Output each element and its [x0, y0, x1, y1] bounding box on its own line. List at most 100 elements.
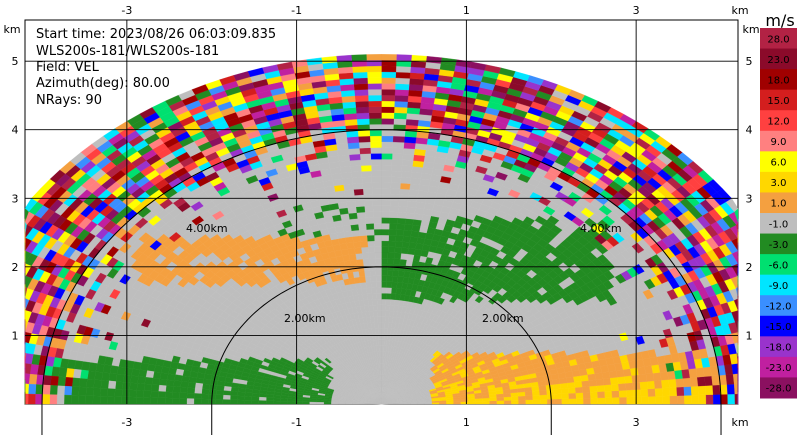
velocity-bin [354, 89, 368, 95]
velocity-bin [406, 260, 413, 267]
velocity-bin [382, 142, 393, 148]
velocity-bin [412, 225, 421, 232]
velocity-bin [568, 388, 576, 394]
velocity-bin [341, 219, 350, 226]
velocity-bin [355, 101, 368, 107]
velocity-bin [397, 277, 403, 283]
velocity-bin [382, 235, 389, 241]
velocity-bin [341, 90, 355, 97]
velocity-bin [669, 387, 677, 396]
velocity-bin [407, 108, 420, 115]
velocity-bin [401, 248, 409, 254]
velocity-bin [295, 399, 302, 402]
velocity-bin [302, 400, 309, 403]
velocity-bin [684, 395, 691, 404]
velocity-bin [358, 224, 366, 230]
velocity-bin [146, 371, 154, 378]
velocity-bin [388, 323, 392, 329]
velocity-bin [160, 373, 168, 380]
velocity-bin [360, 403, 367, 404]
velocity-bin [379, 346, 382, 352]
velocity-bin [359, 148, 370, 154]
velocity-bin [377, 299, 382, 305]
velocity-bin [475, 401, 482, 404]
velocity-bin [389, 218, 397, 224]
velocity-bin [395, 241, 403, 247]
velocity-bin [734, 384, 738, 394]
velocity-bin [712, 375, 720, 385]
velocity-bin [370, 270, 376, 276]
velocity-bin [398, 271, 405, 277]
velocity-bin [224, 386, 232, 391]
velocity-bin [350, 160, 361, 167]
velocity-bin [390, 212, 399, 218]
velocity-bin [408, 96, 422, 103]
velocity-bin [539, 390, 547, 395]
velocity-bin [367, 235, 375, 241]
velocity-bin [399, 201, 408, 207]
velocity-bin [374, 241, 381, 247]
velocity-bin [582, 381, 590, 387]
velocity-bin [569, 399, 576, 405]
velocity-bin [574, 381, 582, 387]
velocity-bin [342, 96, 356, 103]
velocity-bin [115, 397, 122, 405]
velocity-bin [151, 398, 158, 405]
velocity-bin [385, 317, 389, 323]
velocity-bin [57, 386, 65, 395]
velocity-bin [397, 218, 406, 224]
velocity-bin [43, 385, 51, 395]
velocity-bin [130, 383, 138, 391]
velocity-bin [167, 374, 175, 381]
velocity-bin [377, 305, 381, 311]
velocity-bin [382, 223, 390, 229]
velocity-bin [382, 352, 384, 358]
velocity-bin [400, 189, 410, 195]
velocity-bin [136, 390, 144, 397]
velocity-bin [662, 388, 670, 396]
velocity-bin [116, 374, 124, 382]
velocity-bin [639, 374, 647, 382]
velocity-bin [382, 287, 387, 293]
velocity-bin [411, 231, 420, 238]
velocity-bin [238, 388, 246, 393]
velocity-bin [115, 389, 123, 397]
velocity-bin [237, 400, 244, 404]
velocity-bin [273, 401, 280, 404]
velocity-bin [391, 288, 397, 294]
velocity-bin [382, 322, 386, 328]
velocity-bin [368, 95, 381, 101]
velocity-bin [195, 383, 203, 389]
velocity-bin [382, 206, 391, 212]
velocity-bin [682, 369, 690, 378]
velocity-bin [490, 398, 497, 401]
velocity-bin [382, 276, 388, 282]
velocity-bin [86, 396, 93, 404]
velocity-bin [102, 372, 110, 380]
velocity-bin [648, 389, 656, 397]
velocity-bin [370, 136, 382, 142]
velocity-bin [669, 379, 677, 388]
velocity-bin [203, 379, 211, 385]
velocity-bin [324, 402, 331, 404]
velocity-bin [364, 206, 373, 212]
velocity-bin [369, 107, 382, 113]
velocity-bin [295, 402, 302, 404]
velocity-bin [373, 305, 378, 311]
velocity-bin [382, 270, 388, 276]
velocity-bin [595, 373, 603, 380]
velocity-bin [64, 386, 72, 395]
velocity-bin [390, 299, 395, 305]
velocity-bin [366, 282, 372, 288]
velocity-bin [367, 241, 374, 247]
velocity-bin [385, 311, 389, 317]
velocity-bin [378, 311, 382, 317]
velocity-bin [71, 395, 78, 404]
velocity-bin [611, 384, 619, 391]
velocity-bin [352, 236, 360, 243]
velocity-bin [137, 383, 145, 390]
velocity-bin [409, 84, 423, 91]
velocity-bin [604, 385, 612, 392]
velocity-bin [633, 389, 641, 397]
velocity-bin [93, 388, 101, 396]
